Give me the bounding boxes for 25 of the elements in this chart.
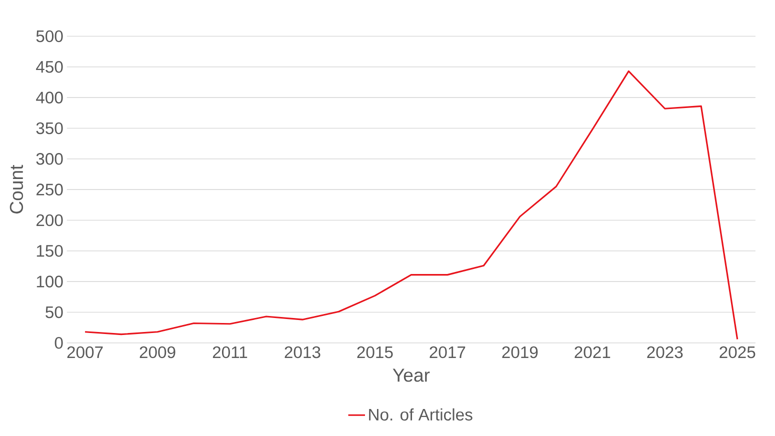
x-tick-label: 2015 — [357, 346, 393, 358]
x-tick-label: 2017 — [430, 346, 466, 358]
y-tick-label: 400 — [36, 92, 63, 104]
y-tick-label: 450 — [36, 60, 63, 73]
y-tick-label: 50 — [46, 306, 63, 318]
x-axis-title: Year — [392, 368, 430, 382]
x-tick-label: 2025 — [720, 346, 756, 358]
x-tick-label: 2011 — [212, 346, 248, 358]
y-tick-label: 300 — [36, 152, 63, 165]
y-tick-label: 100 — [36, 276, 63, 288]
y-axis-title: Count — [10, 164, 24, 214]
legend-label: No. of Articles — [369, 408, 472, 420]
y-tick-label: 250 — [36, 184, 63, 196]
y-tick-label: 500 — [36, 30, 63, 42]
y-tick-label: 200 — [36, 214, 63, 226]
x-tick-label: 2009 — [140, 346, 176, 358]
line-series — [84, 70, 738, 340]
x-tick-label: 2007 — [67, 346, 103, 358]
x-tick-label: 2021 — [574, 346, 610, 358]
x-tick-label: 2023 — [647, 346, 683, 358]
x-tick-label: 2019 — [502, 346, 538, 358]
y-tick-label: 0 — [54, 336, 63, 349]
y-tick-label: 150 — [36, 244, 63, 257]
y-tick-label: 350 — [36, 122, 63, 134]
x-tick-label: 2013 — [284, 346, 320, 358]
